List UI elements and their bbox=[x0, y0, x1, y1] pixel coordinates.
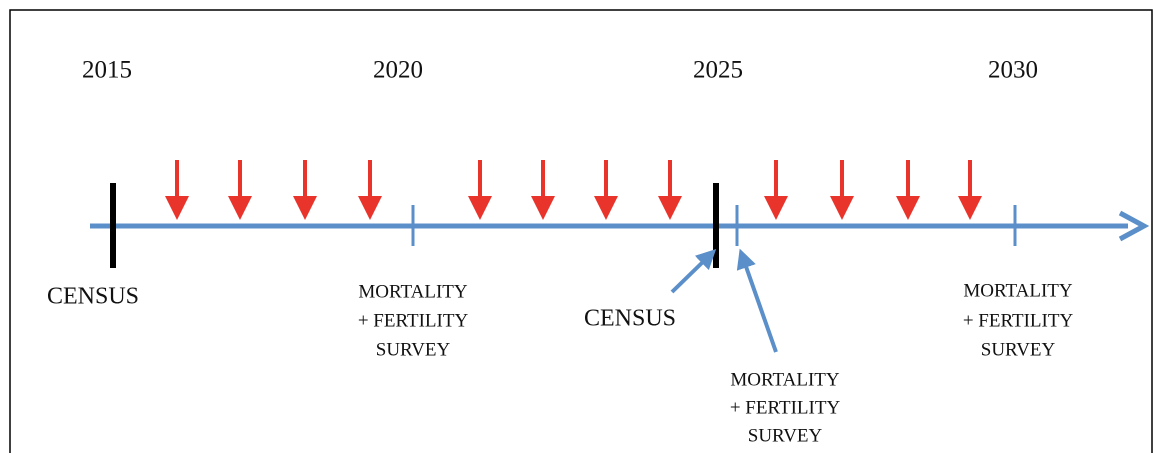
survey-label: SURVEY bbox=[748, 425, 823, 446]
timeline-arrowhead bbox=[1118, 210, 1150, 242]
survey-label: MORTALITY bbox=[730, 369, 839, 390]
year-label: 2020 bbox=[373, 57, 423, 84]
census-label: CENSUS bbox=[47, 284, 139, 310]
year-label: 2015 bbox=[82, 57, 132, 84]
pointer-arrow bbox=[670, 249, 717, 294]
frame bbox=[9, 9, 1153, 453]
year-label: 2030 bbox=[988, 57, 1038, 84]
year-label: 2025 bbox=[693, 57, 743, 84]
timeline bbox=[90, 160, 1150, 353]
survey-label: + FERTILITY bbox=[963, 310, 1074, 331]
survey-label: SURVEY bbox=[981, 339, 1056, 360]
survey-label: + FERTILITY bbox=[730, 397, 841, 418]
survey-label: MORTALITY bbox=[963, 280, 1072, 301]
census-label: CENSUS bbox=[584, 306, 676, 332]
pointer-arrow bbox=[736, 248, 778, 353]
survey-label: + FERTILITY bbox=[358, 310, 469, 331]
survey-label: SURVEY bbox=[376, 339, 451, 360]
survey-label: MORTALITY bbox=[358, 281, 467, 302]
